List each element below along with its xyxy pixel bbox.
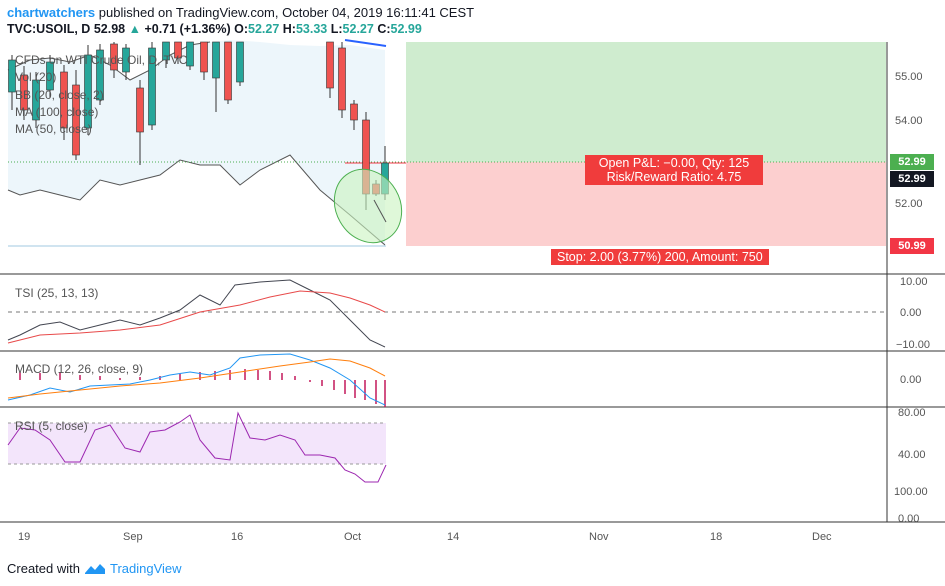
up-arrow-icon: ▲ [128,22,141,36]
price-tick: 54.00 [895,115,923,127]
rsi-tick: 40.00 [898,449,926,461]
published-text: published on TradingView.com, October 04… [98,5,475,20]
last-price-tag: 52.99 [890,171,934,187]
tsi-signal-line [7,290,386,344]
tradingview-logo-icon [84,563,105,574]
pnl-text: Open P&L: −0.00, Qty: 125 [598,156,750,170]
chart-header: chartwatchers published on TradingView.c… [0,0,945,42]
rsi-tick: 80.00 [898,407,926,419]
current-price-tag: 52.99 [890,154,934,170]
rsi-band [8,423,386,464]
candle-body [224,41,232,101]
date-tick: 16 [231,531,243,543]
low-label: L: [330,22,343,36]
created-with-text: Created with [7,561,80,576]
candle-body [136,87,144,133]
close-label: C: [377,22,391,36]
position-info-box[interactable]: Open P&L: −0.00, Qty: 125 Risk/Reward Ra… [585,155,763,185]
risk-reward-text: Risk/Reward Ratio: 4.75 [606,170,742,184]
publish-line: chartwatchers published on TradingView.c… [7,5,474,20]
stop-text: Stop: 2.00 (3.77%) 200, Amount: 750 [557,250,763,264]
rsi-line [7,411,387,483]
symbol-label[interactable]: TVC:USOIL, D [7,22,91,36]
candle-body [8,59,16,93]
candle-body [326,41,334,89]
date-tick: Nov [589,531,609,543]
tsi-tick: 0.00 [900,307,921,319]
date-tick: 19 [18,531,30,543]
price-tick: 55.00 [895,71,923,83]
candle-body [338,47,346,111]
main-legend-bb[interactable]: BB (20, close, 2) [15,88,104,102]
footer: Created with TradingView [7,561,182,576]
open-value: 52.27 [248,22,280,36]
candle-body [174,41,182,59]
candle-body [200,41,208,73]
open-label: O: [234,22,248,36]
ma-line [344,39,387,47]
high-value: 53.33 [295,22,328,36]
candle-body [212,41,220,79]
candle-body [148,47,156,126]
macd-signal-line [7,358,386,399]
close-value: 52.99 [390,22,422,36]
bollinger-lower [7,154,386,246]
candle-body [60,71,68,129]
date-tick: Dec [812,531,832,543]
stop-price-tag: 50.99 [890,238,934,254]
tsi-tick: 10.00 [900,276,928,288]
main-legend-ma50[interactable]: MA (50, close) [15,122,92,136]
candle-body [110,43,118,71]
profit-zone[interactable] [406,42,886,162]
stop-info-box[interactable]: Stop: 2.00 (3.77%) 200, Amount: 750 [551,249,769,265]
author-link[interactable]: chartwatchers [7,5,96,20]
candle-body [32,79,40,121]
macd-legend[interactable]: MACD (12, 26, close, 9) [15,362,144,376]
main-legend-volume[interactable]: Vol (20) [15,70,57,84]
tsi-legend[interactable]: TSI (25, 13, 13) [15,286,99,300]
last-price: 52.98 [93,22,126,36]
candle-body [162,41,170,61]
rsi-legend[interactable]: RSI (5, close) [15,419,88,433]
main-legend-symbol[interactable]: CFDs on WTI Crude Oil, D, TVC [15,53,188,67]
low-value: 52.27 [342,22,374,36]
candle-body [186,41,194,67]
rsi-tick: 0.00 [898,513,919,525]
tsi-tick: −10.00 [896,339,930,351]
date-tick: 14 [447,531,459,543]
tsi-line [7,279,386,348]
macd-tick: 0.00 [900,374,921,386]
rsi-tick: 100.00 [894,486,928,498]
chart-canvas[interactable]: 55.00 54.00 52.00 10.00 0.00 −10.00 0.00… [0,0,945,560]
price-tick: 52.00 [895,198,923,210]
high-label: H: [282,22,296,36]
trend-arrow [373,199,387,223]
candle-body [20,74,28,111]
main-legend-ma100[interactable]: MA (100, close) [15,105,99,119]
candle-body [72,84,80,156]
candle-body [236,41,244,83]
date-tick: Sep [123,531,143,543]
date-tick: Oct [344,531,361,543]
candle-body [350,103,358,121]
date-tick: 18 [710,531,722,543]
candle-body [84,54,92,129]
ohlc-line: TVC:USOIL, D 52.98 ▲ +0.71 (+1.36%) O:52… [7,22,422,36]
tradingview-brand[interactable]: TradingView [109,561,182,576]
candle-body [46,61,54,91]
candle-body [96,49,104,101]
candle-body [122,47,130,73]
change-value: +0.71 (+1.36%) [144,22,231,36]
highlight-ellipse[interactable] [321,157,414,255]
